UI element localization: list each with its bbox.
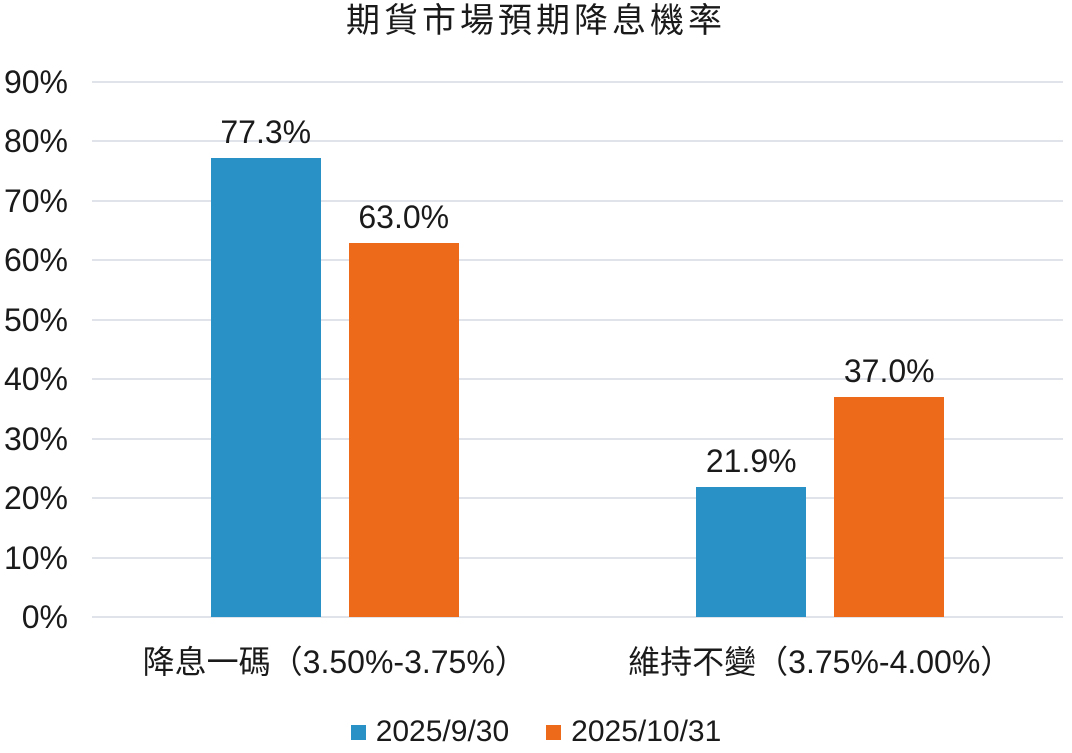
gridline-80 bbox=[92, 140, 1063, 143]
bar-2025/9/30-0 bbox=[210, 157, 321, 617]
plot-area: 77.3% 63.0% 21.9% 37.0% bbox=[92, 81, 1063, 618]
y-tick-label: 40% bbox=[3, 361, 68, 398]
legend-swatch-icon bbox=[350, 724, 366, 740]
bar-2025/9/30-1 bbox=[696, 486, 807, 617]
gridline-90 bbox=[92, 81, 1063, 83]
gridline-50 bbox=[92, 318, 1063, 321]
y-tick-label: 80% bbox=[3, 123, 68, 160]
gridline-0 bbox=[92, 616, 1063, 618]
gridline-70 bbox=[92, 199, 1063, 202]
bar-value-label: 21.9% bbox=[705, 442, 797, 479]
x-category-label: 維持不變（3.75%-4.00%） bbox=[628, 644, 1013, 680]
y-tick-label: 60% bbox=[3, 242, 68, 279]
legend-label: 2025/10/31 bbox=[571, 715, 722, 748]
y-tick-label: 10% bbox=[3, 539, 68, 576]
y-tick-label: 20% bbox=[3, 480, 68, 517]
bar-2025/10/31-0 bbox=[348, 242, 459, 617]
bar-value-label: 37.0% bbox=[843, 353, 935, 390]
bar-2025/10/31-1 bbox=[834, 397, 945, 617]
y-tick-label: 50% bbox=[3, 301, 68, 338]
legend: 2025/9/30 2025/10/31 bbox=[0, 712, 1072, 752]
gridline-10 bbox=[92, 556, 1063, 559]
bar-value-label: 77.3% bbox=[220, 113, 312, 150]
legend-label: 2025/9/30 bbox=[375, 715, 510, 748]
legend-item-2025/10/31: 2025/10/31 bbox=[546, 715, 721, 749]
y-tick-label: 30% bbox=[3, 420, 68, 457]
gridline-60 bbox=[92, 259, 1063, 262]
bar-value-label: 63.0% bbox=[358, 198, 450, 235]
y-tick-label: 70% bbox=[3, 182, 68, 219]
legend-item-2025/9/30: 2025/9/30 bbox=[350, 715, 510, 749]
y-tick-label: 90% bbox=[3, 64, 68, 100]
chart-title: 期貨市場預期降息機率 bbox=[346, 2, 726, 40]
gridline-30 bbox=[92, 437, 1063, 440]
gridline-20 bbox=[92, 497, 1063, 500]
legend-swatch-icon bbox=[546, 724, 562, 740]
x-category-label: 降息一碼（3.50%-3.75%） bbox=[142, 644, 527, 680]
gridline-40 bbox=[92, 378, 1063, 381]
y-tick-label: 0% bbox=[21, 599, 68, 635]
